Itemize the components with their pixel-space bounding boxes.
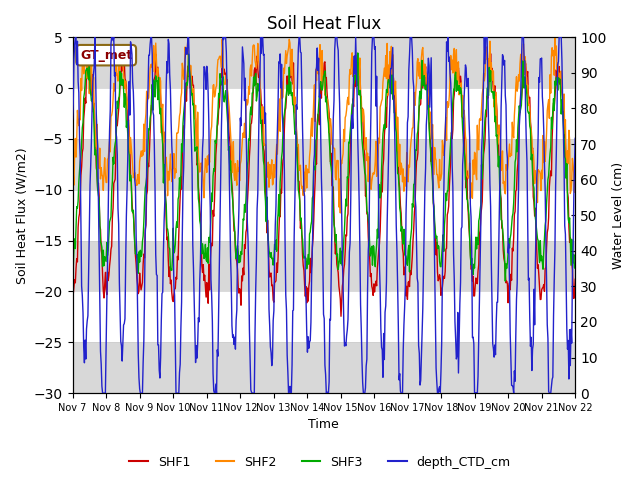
Bar bbox=[72, 88, 575, 139]
depth_CTD_cm bbox=[209, 318, 216, 324]
SHF3 bbox=[400, 227, 408, 232]
SHF2 bbox=[385, 71, 393, 77]
Bar bbox=[72, 240, 575, 291]
SHF1 bbox=[208, 240, 216, 246]
Bar bbox=[72, 37, 575, 88]
SHF1 bbox=[337, 313, 345, 319]
SHF1 bbox=[386, 72, 394, 78]
SHF3 bbox=[502, 278, 509, 284]
SHF2 bbox=[78, 88, 86, 94]
SHF2 bbox=[68, 192, 76, 197]
depth_CTD_cm bbox=[182, 45, 189, 50]
depth_CTD_cm bbox=[131, 177, 139, 183]
Line: depth_CTD_cm: depth_CTD_cm bbox=[72, 37, 575, 393]
depth_CTD_cm bbox=[68, 116, 76, 122]
SHF1 bbox=[130, 222, 138, 228]
SHF3 bbox=[78, 140, 86, 146]
SHF1 bbox=[181, 103, 189, 108]
Line: SHF1: SHF1 bbox=[72, 52, 575, 316]
depth_CTD_cm bbox=[386, 101, 394, 107]
SHF3 bbox=[68, 278, 76, 284]
Bar bbox=[72, 342, 575, 393]
SHF3 bbox=[129, 207, 137, 213]
depth_CTD_cm bbox=[72, 35, 79, 40]
Y-axis label: Soil Heat Flux (W/m2): Soil Heat Flux (W/m2) bbox=[15, 147, 28, 284]
SHF2 bbox=[551, 35, 559, 40]
SHF1 bbox=[84, 49, 92, 55]
SHF1 bbox=[572, 276, 579, 282]
Title: Soil Heat Flux: Soil Heat Flux bbox=[267, 15, 381, 33]
Text: GT_met: GT_met bbox=[80, 48, 132, 62]
SHF2 bbox=[337, 210, 344, 216]
Bar bbox=[72, 291, 575, 342]
SHF3 bbox=[207, 214, 215, 219]
SHF2 bbox=[129, 175, 137, 180]
SHF2 bbox=[180, 69, 188, 75]
Legend: SHF1, SHF2, SHF3, depth_CTD_cm: SHF1, SHF2, SHF3, depth_CTD_cm bbox=[124, 451, 516, 474]
Bar bbox=[72, 190, 575, 240]
depth_CTD_cm bbox=[572, 135, 579, 141]
SHF1 bbox=[78, 164, 86, 170]
SHF2 bbox=[572, 179, 579, 185]
Bar bbox=[72, 139, 575, 190]
X-axis label: Time: Time bbox=[308, 419, 339, 432]
SHF1 bbox=[401, 264, 408, 270]
Y-axis label: Water Level (cm): Water Level (cm) bbox=[612, 162, 625, 269]
depth_CTD_cm bbox=[79, 293, 86, 299]
depth_CTD_cm bbox=[401, 305, 408, 311]
SHF3 bbox=[572, 265, 579, 271]
SHF2 bbox=[400, 188, 408, 194]
SHF3 bbox=[354, 50, 362, 56]
SHF3 bbox=[180, 103, 188, 108]
SHF2 bbox=[207, 128, 215, 133]
Line: SHF3: SHF3 bbox=[72, 53, 575, 281]
depth_CTD_cm bbox=[99, 390, 106, 396]
Line: SHF2: SHF2 bbox=[72, 37, 575, 213]
SHF1 bbox=[68, 275, 76, 281]
SHF3 bbox=[385, 78, 393, 84]
